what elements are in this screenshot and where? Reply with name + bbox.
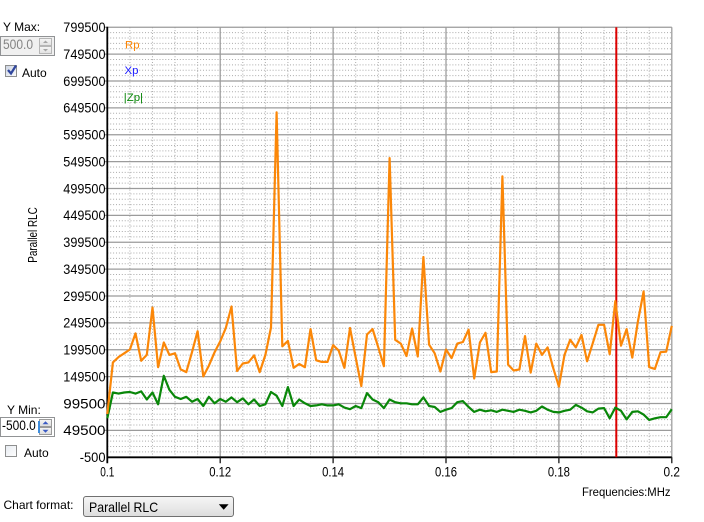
svg-text:799500: 799500 [63,20,105,36]
svg-text:749500: 749500 [63,47,105,63]
svg-text:49500: 49500 [63,423,105,439]
svg-text:99500: 99500 [63,396,105,412]
svg-text:599500: 599500 [63,128,105,144]
svg-text:149500: 149500 [63,370,105,386]
svg-text:699500: 699500 [63,74,105,90]
svg-text:199500: 199500 [63,343,105,359]
svg-text:|Zp|: |Zp| [124,92,143,104]
svg-text:549500: 549500 [63,154,105,170]
svg-text:399500: 399500 [63,235,105,251]
svg-text:299500: 299500 [63,289,105,305]
svg-text:0.2: 0.2 [664,464,681,480]
svg-text:0.12: 0.12 [209,464,231,480]
svg-text:349500: 349500 [63,262,105,278]
svg-text:0.16: 0.16 [435,464,457,480]
svg-text:649500: 649500 [63,101,105,117]
svg-text:449500: 449500 [63,208,105,224]
svg-text:0.18: 0.18 [548,464,570,480]
svg-text:Parallel RLC: Parallel RLC [26,207,40,263]
svg-text:499500: 499500 [63,181,105,197]
svg-text:0.1: 0.1 [100,464,114,480]
svg-text:249500: 249500 [63,316,105,332]
svg-text:0.14: 0.14 [322,464,344,480]
svg-text:Rp: Rp [125,39,140,51]
svg-text:Xp: Xp [125,65,139,77]
svg-text:Frequencies:MHz: Frequencies:MHz [582,485,671,499]
svg-text:-500: -500 [80,450,106,466]
